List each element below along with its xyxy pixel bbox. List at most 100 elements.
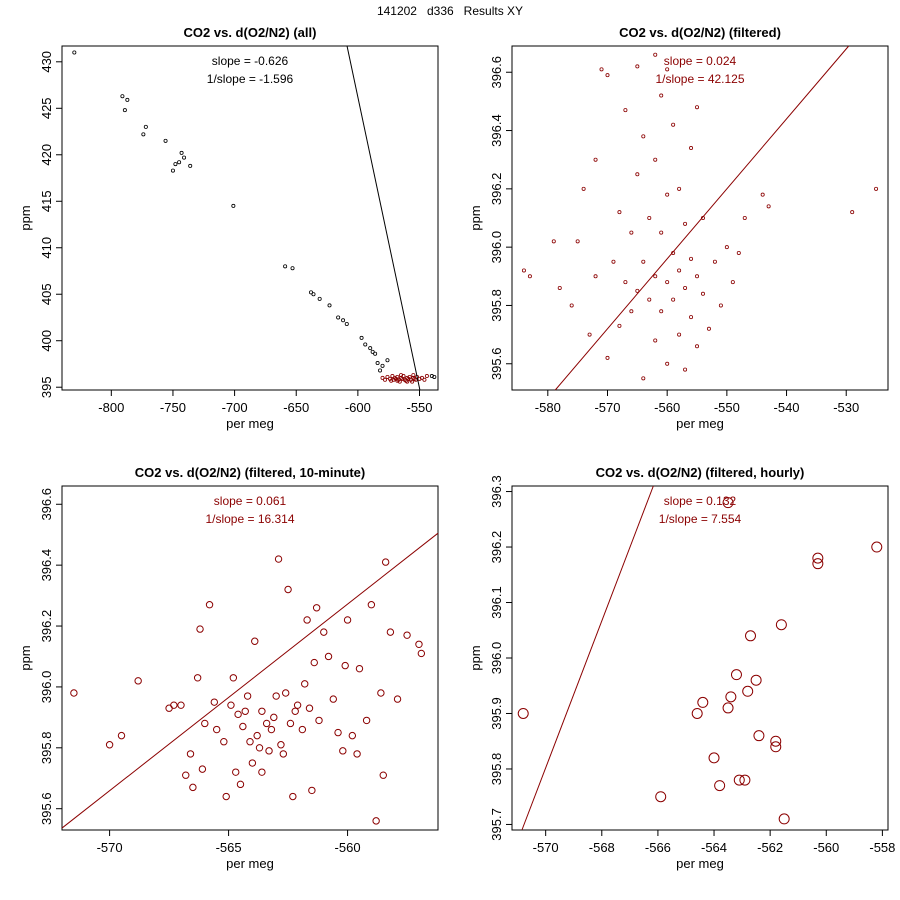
data-point bbox=[655, 791, 667, 803]
data-point bbox=[310, 658, 318, 667]
data-point bbox=[714, 780, 726, 792]
y-tick-label: 415 bbox=[39, 190, 54, 212]
data-point bbox=[286, 719, 295, 728]
data-point bbox=[212, 725, 221, 734]
data-point bbox=[120, 94, 125, 99]
data-point bbox=[368, 346, 373, 351]
data-point bbox=[359, 335, 364, 340]
data-point bbox=[812, 558, 824, 570]
data-point bbox=[309, 290, 314, 295]
data-point bbox=[290, 266, 295, 271]
data-point bbox=[283, 264, 288, 269]
data-point bbox=[373, 351, 378, 356]
data-point bbox=[231, 203, 236, 208]
data-point bbox=[196, 625, 204, 633]
data-point bbox=[527, 274, 532, 279]
data-point bbox=[234, 710, 242, 719]
plot-frame bbox=[61, 485, 439, 831]
data-point bbox=[141, 132, 146, 137]
data-point bbox=[72, 50, 77, 55]
data-point bbox=[599, 67, 604, 72]
y-tick-label: 395.9 bbox=[489, 697, 504, 730]
data-point bbox=[691, 707, 703, 719]
data-point bbox=[401, 374, 406, 379]
data-point bbox=[671, 122, 676, 127]
data-point bbox=[311, 292, 316, 297]
y-tick-label: 396.4 bbox=[489, 114, 504, 147]
x-tick-label: -800 bbox=[98, 400, 124, 415]
data-point bbox=[143, 124, 148, 129]
data-point bbox=[179, 150, 184, 155]
data-point bbox=[753, 730, 765, 742]
data-point bbox=[429, 374, 434, 379]
data-point bbox=[665, 67, 670, 72]
plot-frame bbox=[511, 485, 889, 831]
data-point bbox=[281, 689, 290, 697]
x-tick-label: -570 bbox=[533, 840, 559, 855]
data-point bbox=[210, 698, 219, 706]
data-point bbox=[775, 619, 787, 631]
data-point bbox=[677, 186, 682, 191]
x-tick-label: -580 bbox=[535, 400, 561, 415]
data-point bbox=[291, 707, 299, 715]
y-tick-label: 396.0 bbox=[489, 231, 504, 264]
data-point bbox=[718, 303, 723, 308]
data-point bbox=[733, 774, 745, 786]
data-point bbox=[635, 288, 640, 293]
data-point bbox=[395, 378, 400, 383]
data-point bbox=[659, 93, 664, 98]
data-point bbox=[683, 221, 688, 226]
x-tick-label: -570 bbox=[97, 840, 123, 855]
data-point bbox=[708, 752, 720, 764]
data-point bbox=[689, 256, 694, 261]
data-point bbox=[432, 374, 437, 379]
data-point bbox=[605, 355, 610, 360]
slope-annotation: slope = -0.626 bbox=[212, 54, 289, 68]
data-point bbox=[277, 741, 285, 749]
data-point bbox=[700, 291, 705, 296]
scatter-panel-filtered: CO2 vs. d(O2/N2) (filtered) -580 -570 -560 -… bbox=[450, 20, 900, 460]
data-point bbox=[617, 210, 622, 215]
data-point bbox=[315, 716, 323, 725]
data-point bbox=[697, 696, 709, 708]
data-point bbox=[557, 285, 562, 290]
slope-annotation: 1/slope = -1.596 bbox=[207, 72, 294, 86]
data-point bbox=[770, 735, 782, 747]
y-tick-label: 395.6 bbox=[489, 347, 504, 380]
data-point bbox=[134, 677, 142, 685]
fit-line bbox=[521, 485, 654, 831]
x-tick-label: -600 bbox=[345, 400, 371, 415]
data-point bbox=[683, 367, 688, 372]
data-point bbox=[403, 631, 411, 639]
y-axis-label: ppm bbox=[18, 205, 33, 230]
data-point bbox=[375, 361, 380, 366]
data-point bbox=[397, 379, 402, 384]
data-point bbox=[165, 704, 173, 712]
data-point bbox=[647, 215, 652, 220]
data-point bbox=[677, 332, 682, 337]
data-point bbox=[551, 239, 556, 244]
data-point bbox=[289, 792, 297, 801]
data-point bbox=[641, 376, 646, 381]
data-point bbox=[251, 637, 259, 645]
fit-line bbox=[61, 532, 439, 829]
x-tick-label: -530 bbox=[833, 400, 859, 415]
chart-title: CO2 vs. d(O2/N2) (all) bbox=[184, 25, 317, 40]
data-point bbox=[411, 373, 416, 378]
data-point bbox=[742, 215, 747, 220]
data-point bbox=[390, 374, 395, 379]
data-point bbox=[239, 722, 247, 731]
data-point bbox=[665, 192, 670, 197]
y-tick-label: 396.6 bbox=[489, 56, 504, 89]
data-point bbox=[253, 731, 261, 740]
data-point bbox=[722, 497, 734, 509]
data-point bbox=[339, 747, 347, 755]
data-point bbox=[177, 701, 185, 709]
x-tick-label: -566 bbox=[645, 840, 671, 855]
data-point bbox=[569, 303, 574, 308]
page-title: 141202 d336 Results XY bbox=[376, 4, 524, 18]
scatter-panel-all: CO2 vs. d(O2/N2) (all) -800 -750 -700 -650 -6… bbox=[0, 20, 450, 460]
data-point bbox=[671, 297, 676, 302]
x-tick-label: -540 bbox=[774, 400, 800, 415]
slope-annotation: slope = 0.024 bbox=[664, 54, 737, 68]
